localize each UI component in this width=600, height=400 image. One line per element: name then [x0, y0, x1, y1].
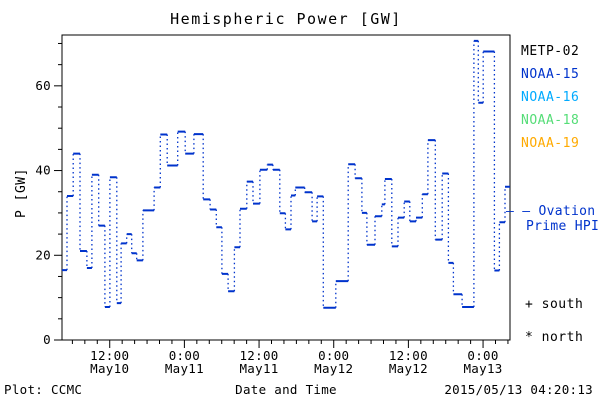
svg-text:May11: May11	[165, 361, 204, 376]
legend-item-ovation-prime-hpi: – — Ovation Prime HPI	[506, 204, 600, 234]
svg-text:12:00: 12:00	[90, 348, 129, 363]
svg-text:0:00: 0:00	[467, 348, 498, 363]
svg-text:12:00: 12:00	[239, 348, 278, 363]
y-axis-label: P [GW]	[14, 168, 29, 218]
x-axis-ticks	[71, 340, 509, 348]
x-axis-tick-labels: 12:00May100:00May1112:00May110:00May1212…	[90, 348, 502, 376]
svg-text:12:00: 12:00	[389, 348, 428, 363]
series-horizontal-steps	[62, 39, 510, 309]
plus-marker-icon: +	[525, 297, 534, 312]
svg-text:60: 60	[35, 78, 51, 93]
svg-text:20: 20	[35, 247, 51, 262]
legend-item-north: * north	[525, 330, 583, 345]
y-axis-tick-labels: 0 20 40 60	[35, 78, 51, 347]
ovation-label-line2: Prime HPI	[526, 219, 600, 234]
svg-text:May10: May10	[90, 361, 129, 376]
svg-text:May12: May12	[314, 361, 353, 376]
svg-text:0: 0	[43, 332, 51, 347]
legend-item-noaa16: NOAA-16	[521, 90, 580, 105]
svg-text:0:00: 0:00	[318, 348, 349, 363]
svg-text:40: 40	[35, 163, 51, 178]
ovation-label-line1: Ovation	[538, 204, 596, 219]
legend-item-south: + south	[525, 297, 583, 312]
y-axis-ticks	[54, 42, 62, 341]
legend-item-metp02: METP-02	[521, 44, 580, 59]
legend-item-noaa15: NOAA-15	[521, 67, 580, 82]
south-label: south	[541, 297, 584, 312]
plot-timestamp: 2015/05/13 04:20:13	[444, 382, 593, 397]
svg-text:May11: May11	[239, 361, 278, 376]
north-label: north	[541, 330, 584, 345]
hpi-data-series	[62, 39, 510, 309]
legend-item-noaa19: NOAA-19	[521, 136, 580, 151]
page-title: Hemispheric Power [GW]	[170, 10, 402, 28]
svg-text:May12: May12	[389, 361, 428, 376]
legend-item-noaa18: NOAA-18	[521, 113, 580, 128]
svg-text:0:00: 0:00	[169, 348, 200, 363]
x-axis-label: Date and Time	[235, 382, 337, 397]
axes-box	[61, 34, 511, 341]
series-vertical-connectors	[66, 40, 506, 308]
asterisk-marker-icon: *	[525, 330, 534, 345]
plot-credit: Plot: CCMC	[4, 382, 83, 397]
svg-text:May13: May13	[463, 361, 502, 376]
dashed-line-sample-icon: – —	[506, 204, 531, 219]
